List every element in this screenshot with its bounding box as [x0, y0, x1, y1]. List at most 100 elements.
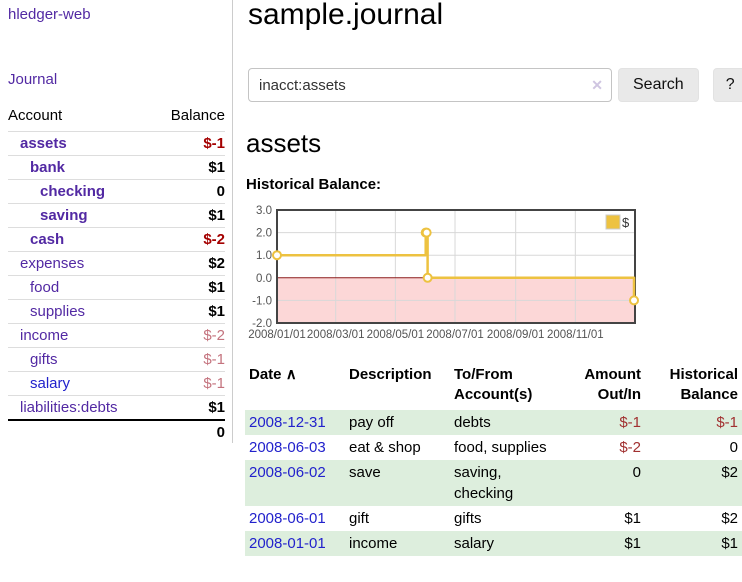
account-link-checking[interactable]: checking: [40, 183, 106, 200]
account-balance: $-2: [153, 323, 225, 348]
transaction-date-link[interactable]: 2008-01-01: [249, 535, 326, 552]
y-axis-tick-label: 0.0: [256, 273, 272, 285]
account-balance: $1: [153, 275, 225, 300]
transaction-description: eat & shop: [349, 439, 421, 456]
account-row: supplies $1: [8, 299, 225, 324]
y-axis-tick-label: 3.0: [256, 205, 272, 217]
legend-swatch: [605, 214, 621, 230]
clear-search-icon[interactable]: ✕: [591, 77, 603, 93]
search-button[interactable]: Search: [618, 68, 699, 102]
accounts-total-spacer: [8, 419, 154, 444]
transaction-balance: $2: [721, 510, 738, 527]
account-link-food[interactable]: food: [30, 279, 60, 296]
account-link-saving[interactable]: saving: [40, 207, 88, 224]
account-link-salary[interactable]: salary: [30, 375, 71, 392]
register-table: Date ∧ Description To/From Account(s) Am…: [245, 363, 742, 556]
help-button[interactable]: ?: [712, 68, 742, 102]
register-table-body: 2008-12-31 pay off debts $-1 $-1 2008-06-03 ea…: [245, 410, 742, 556]
register-header-row: Date ∧ Description To/From Account(s) Am…: [245, 363, 742, 410]
chart-border: [276, 209, 636, 324]
transaction-amount: $1: [624, 535, 641, 552]
x-axis-tick-label: 2008/07/01: [426, 329, 484, 341]
transaction-description: gift: [349, 510, 370, 527]
account-balance: $1: [153, 155, 225, 180]
y-axis-tick-label: 1.0: [256, 250, 272, 262]
transaction-date-link[interactable]: 2008-12-31: [249, 414, 326, 431]
y-axis-tick-label: 2.0: [256, 228, 272, 240]
transaction-balance: $2: [721, 464, 738, 481]
accounts-total-row: 0: [8, 419, 225, 444]
account-link-supplies[interactable]: supplies: [30, 303, 86, 320]
account-row: gifts $-1: [8, 347, 225, 372]
sort-ascending-icon: ∧: [285, 366, 297, 383]
accounts-header-row: Account Balance: [8, 101, 225, 132]
transaction-balance: $-1: [716, 414, 738, 431]
search-input[interactable]: [248, 68, 612, 102]
account-balance: 0: [153, 179, 225, 204]
sidebar-item-journal[interactable]: Journal: [8, 71, 58, 88]
accounts-total-balance: 0: [153, 419, 225, 444]
account-row: salary $-1: [8, 371, 225, 396]
transaction-amount: $-1: [619, 414, 641, 431]
register-header-amount: Amount Out/In: [584, 366, 641, 403]
transaction-balance: $1: [721, 535, 738, 552]
account-balance: $1: [153, 395, 225, 420]
register-row: 2008-06-03 eat & shop food, supplies $-2 0: [245, 435, 742, 460]
transaction-accounts: salary: [454, 535, 495, 552]
transaction-date-link[interactable]: 2008-06-01: [249, 510, 326, 527]
legend-label: $: [622, 215, 630, 230]
account-link-bank[interactable]: bank: [30, 159, 66, 176]
account-link-cash[interactable]: cash: [30, 231, 65, 248]
transaction-amount: $1: [624, 510, 641, 527]
brand-link[interactable]: hledger-web: [8, 6, 91, 23]
chart-title: Historical Balance:: [246, 176, 382, 193]
data-point-marker: [422, 272, 433, 283]
register-header-accounts: To/From Account(s): [454, 366, 533, 403]
data-point-marker: [272, 250, 282, 261]
account-row: saving $1: [8, 203, 225, 228]
register-header-balance: Historical Balance: [669, 366, 738, 403]
account-link-gifts[interactable]: gifts: [30, 351, 58, 368]
account-link-expenses[interactable]: expenses: [20, 255, 85, 272]
accounts-header-account: Account: [8, 107, 63, 124]
y-axis-tick-label: -2.0: [252, 318, 272, 330]
register-header-date-label: Date: [249, 366, 282, 383]
sidebar: hledger-web Journal Account Balance asse…: [0, 0, 233, 444]
transaction-description: pay off: [349, 414, 394, 431]
account-link-liabilities-debts[interactable]: liabilities:debts: [20, 399, 118, 416]
account-row: assets $-1: [8, 131, 225, 156]
account-balance: $-1: [153, 371, 225, 396]
x-axis-tick-label: 2008/09/01: [487, 329, 545, 341]
account-row: cash $-2: [8, 227, 225, 252]
account-link-income[interactable]: income: [20, 327, 69, 344]
transaction-accounts: saving, checking: [454, 464, 514, 502]
transaction-date-link[interactable]: 2008-06-02: [249, 464, 326, 481]
account-balance: $-1: [153, 131, 225, 156]
historical-balance-chart: 3.0 2.0 1.0 0.0 -1.0 -2.0 2008/01/01 2008/03/01…: [246, 198, 742, 348]
transaction-balance: 0: [729, 439, 738, 456]
transaction-description: income: [349, 535, 398, 552]
x-axis-tick-label: 2008/01/01: [248, 329, 306, 341]
account-balance: $-2: [153, 227, 225, 252]
transaction-accounts: debts: [454, 414, 491, 431]
accounts-table-body: assets $-1 bank $1 checking 0 saving $1 cash $-2 e…: [8, 131, 225, 420]
register-row: 2008-01-01 income salary $1 $1: [245, 531, 742, 556]
x-axis-tick-label: 2008/03/01: [307, 329, 365, 341]
account-row: expenses $2: [8, 251, 225, 276]
register-header-date[interactable]: Date ∧: [245, 363, 345, 410]
data-point-marker: [421, 227, 432, 238]
account-row: checking 0: [8, 179, 225, 204]
search-bar: ✕ Search ?: [248, 68, 742, 102]
account-link-assets[interactable]: assets: [20, 135, 67, 152]
accounts-table: Account Balance assets $-1 bank $1 checking 0…: [8, 101, 225, 444]
account-row: bank $1: [8, 155, 225, 180]
accounts-header-balance: Balance: [170, 107, 225, 124]
transaction-date-link[interactable]: 2008-06-03: [249, 439, 326, 456]
page-title: sample.journal: [248, 0, 444, 31]
account-balance: $2: [153, 251, 225, 276]
register-row: 2008-06-01 gift gifts $1 $2: [245, 506, 742, 531]
transaction-description: save: [349, 464, 381, 481]
account-row: food $1: [8, 275, 225, 300]
